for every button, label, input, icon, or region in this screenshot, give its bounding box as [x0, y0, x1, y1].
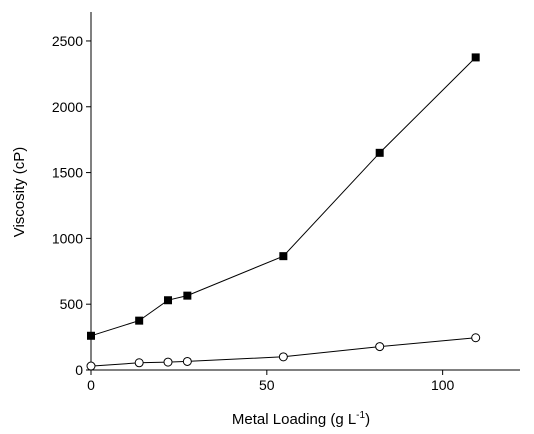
data-point-circle: [134, 358, 144, 368]
data-point-square: [471, 53, 480, 62]
x-tick-label: 50: [259, 377, 275, 393]
data-point-circle: [278, 352, 288, 362]
y-axis-title: Viscosity (cP): [11, 147, 28, 238]
data-point-square: [135, 316, 144, 325]
data-point-circle: [86, 361, 96, 371]
data-point-circle: [375, 342, 385, 352]
axes: [90, 12, 520, 371]
series-line-1: [90, 57, 477, 337]
data-point-square: [375, 148, 384, 157]
data-point-square: [183, 291, 192, 300]
data-point-square: [279, 252, 288, 261]
data-point-square: [164, 296, 173, 305]
data-points: [86, 53, 481, 371]
x-axis-title: Metal Loading (g L-1): [232, 410, 370, 428]
series-line-2: [90, 337, 476, 367]
y-tick-label: 1500: [52, 165, 83, 181]
data-point-circle: [471, 333, 481, 343]
ticks: 0 500 1000 1500 2000 2500 0 50 100: [52, 33, 455, 393]
data-point-circle: [163, 357, 173, 367]
x-tick-label: 100: [431, 377, 455, 393]
y-tick-label: 1000: [52, 230, 83, 246]
data-point-square: [87, 331, 95, 340]
y-tick-label: 2500: [52, 33, 83, 49]
series-lines: [90, 57, 477, 367]
x-tick-label: 0: [87, 377, 95, 393]
data-point-circle: [182, 356, 192, 366]
y-tick-label: 500: [60, 296, 84, 312]
y-tick-label: 0: [75, 362, 83, 378]
y-tick-label: 2000: [52, 99, 83, 115]
